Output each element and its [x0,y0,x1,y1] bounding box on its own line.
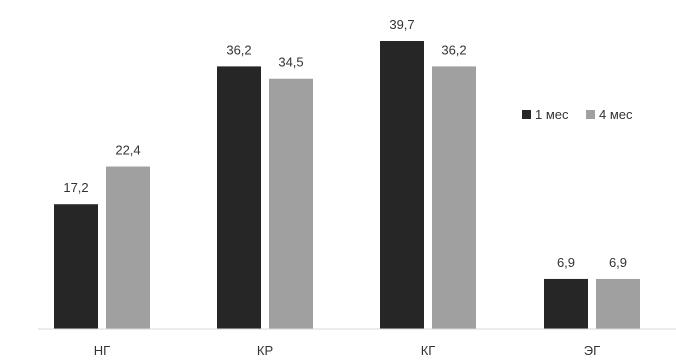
legend-label: 4 мес [599,107,633,122]
legend-swatch [586,110,595,119]
data-label: 22,4 [115,143,140,158]
bar-НГ-1-мес [54,204,98,329]
data-label: 34,5 [278,55,303,70]
bars-group: 17,2 22,4 36,2 34,5 39,7 36,2 6,9 6,9 [54,17,640,329]
data-label: 36,2 [226,42,251,57]
x-tick-label: КР [257,343,273,358]
data-label: 17,2 [63,180,88,195]
legend-label: 1 мес [535,107,569,122]
bar-КР-1-мес [217,66,261,329]
x-tick-label: ЭГ [584,343,600,358]
bar-КР-4-мес [269,79,313,329]
data-label: 6,9 [557,255,575,270]
data-label: 6,9 [609,255,627,270]
data-label: 39,7 [389,17,414,32]
bar-КГ-1-мес [380,41,424,329]
legend: 1 мес 4 мес [522,107,633,122]
bar-КГ-4-мес [432,66,476,329]
legend-swatch [522,110,531,119]
bar-ЭГ-4-мес [596,279,640,329]
x-tick-label: КГ [421,343,436,358]
bar-ЭГ-1-мес [544,279,588,329]
x-tick-label: НГ [94,343,110,358]
x-axis-labels: НГ КР КГ ЭГ [94,343,600,358]
bar-НГ-4-мес [106,167,150,329]
data-label: 36,2 [441,42,466,57]
